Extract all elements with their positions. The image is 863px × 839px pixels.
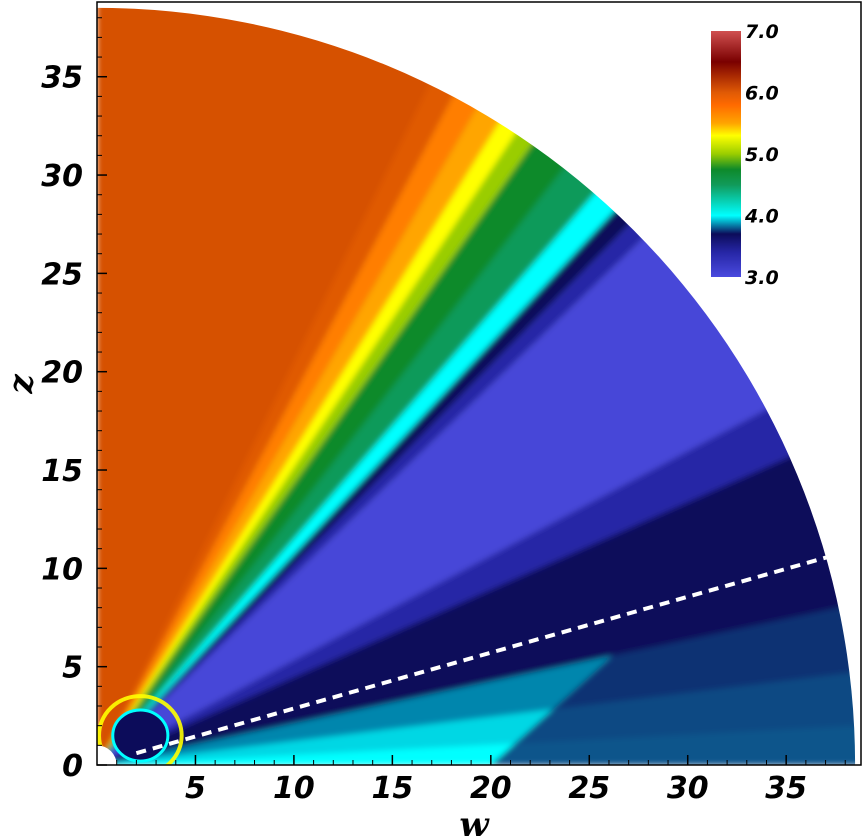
colorbar-tick-label: 7.0 bbox=[745, 21, 779, 43]
x-tick-label: 30 bbox=[667, 771, 709, 806]
y-tick-label: 25 bbox=[41, 257, 83, 292]
colorbar-gradient bbox=[711, 31, 741, 277]
x-tick-label: 20 bbox=[470, 771, 512, 806]
colorbar-tick-label: 4.0 bbox=[744, 206, 779, 228]
colorbar-tick-label: 3.0 bbox=[745, 267, 779, 289]
y-tick-label: 5 bbox=[62, 651, 83, 686]
field-band bbox=[97, 7, 652, 765]
y-tick-label: 30 bbox=[41, 159, 83, 194]
colorbar-tick-label: 5.0 bbox=[745, 144, 779, 166]
y-tick-label: 15 bbox=[41, 454, 83, 489]
x-axis-label: w bbox=[459, 805, 490, 839]
y-tick-label: 0 bbox=[62, 749, 83, 784]
y-axis: 0 5 10 15 20 25 30 35 bbox=[41, 17, 107, 784]
field-band bbox=[97, 211, 856, 765]
y-tick-label: 10 bbox=[41, 552, 83, 587]
field-region bbox=[97, 7, 856, 765]
y-tick-label: 35 bbox=[41, 61, 83, 96]
x-tick-label: 10 bbox=[273, 771, 315, 806]
colorbar: 7.0 6.0 5.0 4.0 3.0 bbox=[711, 21, 779, 289]
y-tick-label: 20 bbox=[41, 356, 83, 391]
color-field bbox=[97, 7, 856, 766]
plot-frame bbox=[96, 1, 862, 766]
field-region bbox=[97, 7, 652, 765]
dashed-reference-line bbox=[135, 554, 831, 756]
colorbar-tick-label: 6.0 bbox=[745, 83, 779, 105]
field-band bbox=[97, 7, 688, 765]
x-tick-label: 15 bbox=[371, 771, 413, 806]
field-outer-shade bbox=[490, 489, 856, 765]
y-axis-label: z bbox=[1, 374, 41, 395]
x-axis: 5 10 15 20 25 30 35 bbox=[116, 755, 846, 806]
field-band bbox=[97, 285, 856, 765]
inner-vortex-ring bbox=[97, 694, 184, 766]
x-tick-label: 5 bbox=[185, 771, 206, 806]
x-tick-label: 25 bbox=[568, 771, 610, 806]
x-tick-label: 35 bbox=[765, 771, 807, 806]
field-band bbox=[97, 7, 724, 765]
